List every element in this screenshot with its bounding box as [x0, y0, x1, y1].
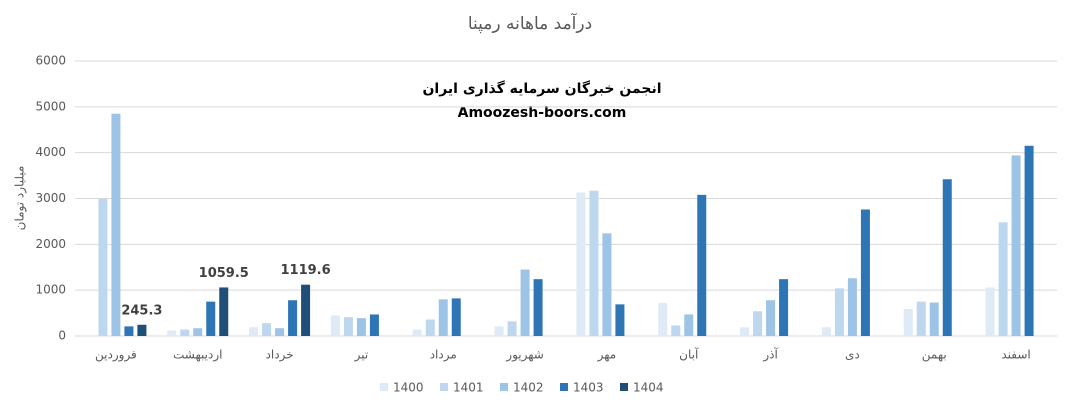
y-tick-label: 2000	[35, 237, 66, 251]
bar	[369, 314, 379, 336]
x-tick-label: آبان	[679, 347, 699, 362]
bar	[180, 329, 190, 336]
bar	[985, 287, 995, 336]
bar	[821, 327, 831, 336]
bar	[589, 190, 599, 336]
bar	[249, 327, 259, 336]
legend-swatch	[440, 383, 448, 391]
legend-label: 1402	[513, 381, 544, 395]
bar	[753, 311, 763, 336]
y-tick-label: 5000	[35, 99, 66, 113]
bar	[137, 324, 147, 336]
legend-label: 1403	[573, 381, 604, 395]
data-label: 245.3	[121, 303, 162, 318]
bar	[671, 325, 681, 336]
bar	[602, 233, 612, 336]
y-tick-label: 4000	[35, 145, 66, 159]
legend-label: 1400	[393, 381, 424, 395]
x-tick-label: بهمن	[922, 348, 947, 363]
bar	[1024, 145, 1034, 336]
bar	[520, 269, 530, 336]
legend-label: 1401	[453, 381, 484, 395]
bar	[111, 113, 121, 336]
data-label: 1119.6	[280, 263, 330, 278]
x-tick-label: مرداد	[430, 348, 457, 363]
bar	[942, 179, 952, 336]
data-label: 1059.5	[199, 266, 249, 281]
x-tick-label: اردیبهشت	[173, 348, 222, 363]
bar	[98, 198, 108, 336]
y-tick-label: 6000	[35, 54, 66, 68]
annotation: انجمن خبرگان سرمایه گذاری ایران	[422, 80, 661, 97]
bar	[275, 328, 285, 336]
x-tick-label: آذر	[762, 347, 778, 363]
bar	[1011, 155, 1021, 336]
bar	[615, 304, 625, 336]
bar	[860, 209, 870, 336]
bar	[834, 288, 844, 336]
bar	[533, 279, 543, 336]
bar	[494, 326, 504, 336]
bar	[412, 329, 422, 336]
y-tick-label: 3000	[35, 191, 66, 205]
x-tick-label: شهریور	[505, 348, 544, 363]
bar	[343, 317, 353, 336]
x-tick-label: تیر	[354, 348, 369, 363]
bar	[697, 194, 707, 336]
bar	[167, 330, 177, 336]
bar	[206, 301, 216, 336]
bar	[766, 300, 776, 336]
bar	[916, 301, 926, 336]
bar	[847, 278, 857, 336]
bar	[998, 222, 1008, 336]
bar	[330, 315, 340, 336]
x-tick-label: فروردین	[95, 348, 137, 363]
bar	[779, 279, 789, 336]
annotation: Amoozesh-boors.com	[458, 105, 627, 121]
bar	[438, 299, 448, 336]
bar	[658, 303, 668, 336]
bar	[219, 287, 229, 336]
bar	[425, 319, 435, 336]
x-tick-label: خرداد	[266, 348, 294, 363]
legend-swatch	[560, 383, 568, 391]
bar	[507, 321, 517, 336]
bar	[903, 308, 913, 336]
bar	[451, 298, 461, 336]
legend-label: 1404	[633, 381, 664, 395]
legend-swatch	[500, 383, 508, 391]
bar	[193, 328, 203, 336]
x-tick-label: اسفند	[1001, 348, 1030, 362]
bar	[262, 323, 272, 336]
bar	[288, 300, 298, 336]
chart-title: درآمد ماهانه رمپنا	[468, 12, 592, 34]
y-tick-label: 0	[58, 329, 66, 343]
bar	[684, 314, 694, 336]
bar	[929, 302, 939, 336]
bar	[356, 318, 366, 336]
x-tick-label: دی	[845, 348, 860, 362]
bar	[301, 284, 311, 336]
legend-swatch	[380, 383, 388, 391]
bar	[576, 192, 586, 336]
bar	[124, 326, 134, 336]
legend-swatch	[620, 383, 628, 391]
bar	[740, 327, 750, 336]
x-tick-label: مهر	[597, 348, 617, 363]
y-tick-label: 1000	[35, 283, 66, 297]
y-axis-label: میلیارد تومان	[13, 166, 28, 231]
